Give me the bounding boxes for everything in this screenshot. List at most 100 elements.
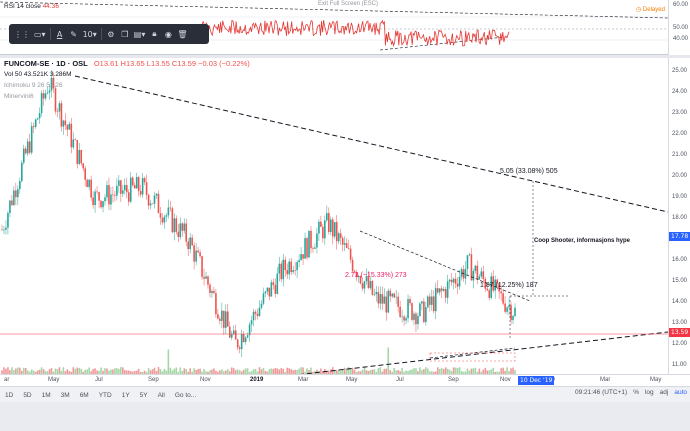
candle xyxy=(446,281,449,298)
volume-bar xyxy=(256,371,259,374)
candle xyxy=(88,179,90,188)
candle xyxy=(228,326,231,338)
range-button[interactable]: All xyxy=(157,391,165,399)
rsi-axis[interactable]: 60.00 50.00 40.00 xyxy=(668,0,690,55)
symbol-legend[interactable]: FUNCOM-SE · 1D · OSL O13.61 H13.65 L13.5… xyxy=(4,59,250,68)
price-axis[interactable]: 25.00 24.00 23.00 22.00 21.00 20.00 19.00 18.00… xyxy=(668,58,690,374)
volume-bar xyxy=(454,367,457,374)
volume-bar xyxy=(391,371,393,374)
candle xyxy=(345,243,348,248)
range-button[interactable]: 5D xyxy=(23,391,32,399)
lower-trendline[interactable] xyxy=(140,331,668,374)
lock-icon[interactable]: 🔒︎ xyxy=(152,29,157,38)
line-color-icon[interactable]: ✎ xyxy=(70,29,77,39)
volume-legend[interactable]: Vol 50 43.521K 3.286M xyxy=(4,71,72,78)
candle xyxy=(17,189,19,198)
range-button[interactable]: Go to... xyxy=(174,391,197,399)
volume-bar xyxy=(151,369,154,374)
range-button[interactable]: 3M xyxy=(60,391,70,399)
candle xyxy=(314,247,316,249)
candle xyxy=(165,215,168,217)
date-range-row: 1D 5D 1M 3M 6M YTD 1Y 5Y All Go to... xyxy=(0,389,201,401)
volume-bar xyxy=(82,371,85,374)
more-icon[interactable]: ▤▾ xyxy=(133,29,146,39)
delete-trash-icon[interactable]: 🗑︎ xyxy=(177,29,188,39)
visibility-eye-icon[interactable]: ◉ xyxy=(164,29,172,39)
candle xyxy=(438,288,441,293)
big-target-label[interactable]: 5.05 (33.08%) 505 xyxy=(500,168,558,175)
volume-bar xyxy=(444,367,447,374)
candle xyxy=(116,185,118,196)
range-button[interactable]: 1Y xyxy=(121,391,130,399)
percent-toggle[interactable]: % xyxy=(633,389,639,396)
status-right: 09:21:46 (UTC+1) % log adj auto xyxy=(575,389,687,396)
volume-bar xyxy=(294,369,296,374)
candle xyxy=(205,276,207,279)
volume-bar xyxy=(423,369,425,374)
candle xyxy=(280,263,283,280)
exit-fullscreen-hint[interactable]: Exit Full Screen (ESC) xyxy=(318,1,379,7)
volume-bar xyxy=(308,369,310,374)
red-move-label[interactable]: 2.73 (−15.33%) 273 xyxy=(345,272,407,279)
candle xyxy=(510,305,512,321)
range-button[interactable]: 1M xyxy=(41,391,51,399)
volume-bar xyxy=(112,369,114,374)
line-width-select[interactable]: 10 ▾ xyxy=(82,29,97,39)
volume-bar xyxy=(129,371,132,374)
pane-separator[interactable] xyxy=(0,55,690,58)
candle xyxy=(221,310,223,321)
text-color-icon[interactable]: A xyxy=(56,29,63,39)
candle xyxy=(92,197,94,206)
candle xyxy=(470,254,473,281)
candle xyxy=(96,191,98,193)
volume-bar xyxy=(399,371,401,374)
adj-toggle[interactable]: adj xyxy=(659,389,669,396)
ichimoku-legend[interactable]: Ichimoku 9 26 52 26 xyxy=(4,82,63,89)
volume-bar xyxy=(52,371,55,374)
candle xyxy=(351,259,354,272)
main-price-pane[interactable]: FUNCOM-SE · 1D · OSL O13.61 H13.65 L13.5… xyxy=(0,58,668,374)
minervini-legend[interactable]: Minervini6 xyxy=(4,93,34,100)
settings-gear-icon[interactable]: ⚙ xyxy=(107,29,115,39)
clone-icon[interactable]: ❐ xyxy=(121,29,129,39)
volume-group xyxy=(1,347,516,374)
volume-bar xyxy=(76,367,79,374)
log-toggle[interactable]: log xyxy=(644,389,654,396)
delayed-label: Delayed xyxy=(642,7,665,13)
time-tick: Jul xyxy=(396,377,404,383)
clock-label[interactable]: 09:21:46 (UTC+1) xyxy=(574,389,628,396)
candle xyxy=(440,288,443,291)
candle xyxy=(508,305,510,308)
range-button[interactable]: YTD xyxy=(98,391,112,399)
triangle-upper-line[interactable] xyxy=(359,230,531,302)
small-target-label[interactable]: 1.87 (12.25%) 187 xyxy=(480,282,538,289)
volume-bar xyxy=(92,368,94,374)
triangle-lower-line[interactable] xyxy=(429,347,516,359)
candle xyxy=(232,330,235,335)
volume-bar xyxy=(246,368,249,374)
range-button[interactable]: 6M xyxy=(79,391,89,399)
support-zone-box[interactable] xyxy=(429,352,516,362)
candle xyxy=(215,293,217,315)
candle xyxy=(478,276,481,280)
volume-bar xyxy=(70,371,73,374)
time-axis[interactable]: arMayJulSepNov2019MarMayJulSepNov'20MarM… xyxy=(0,374,690,386)
candle xyxy=(15,190,17,198)
volume-bar xyxy=(276,368,279,374)
auto-toggle[interactable]: auto xyxy=(674,389,687,396)
candle xyxy=(367,276,370,288)
candle xyxy=(7,213,9,228)
note-label[interactable]: Coop Shooter, informasjons hype xyxy=(534,238,631,244)
candle xyxy=(373,294,376,295)
candle xyxy=(312,248,314,249)
candle xyxy=(110,194,112,205)
range-button[interactable]: 1D xyxy=(5,391,14,399)
candle xyxy=(417,315,419,325)
upper-trendline[interactable] xyxy=(74,75,668,213)
templates-button[interactable]: ▭▾ xyxy=(34,29,46,39)
volume-bar xyxy=(381,371,384,374)
volume-bar xyxy=(401,367,403,374)
range-button[interactable]: 5Y xyxy=(139,391,148,399)
candle xyxy=(442,288,445,291)
drag-handle-icon[interactable]: ⋮⋮ xyxy=(14,29,30,39)
